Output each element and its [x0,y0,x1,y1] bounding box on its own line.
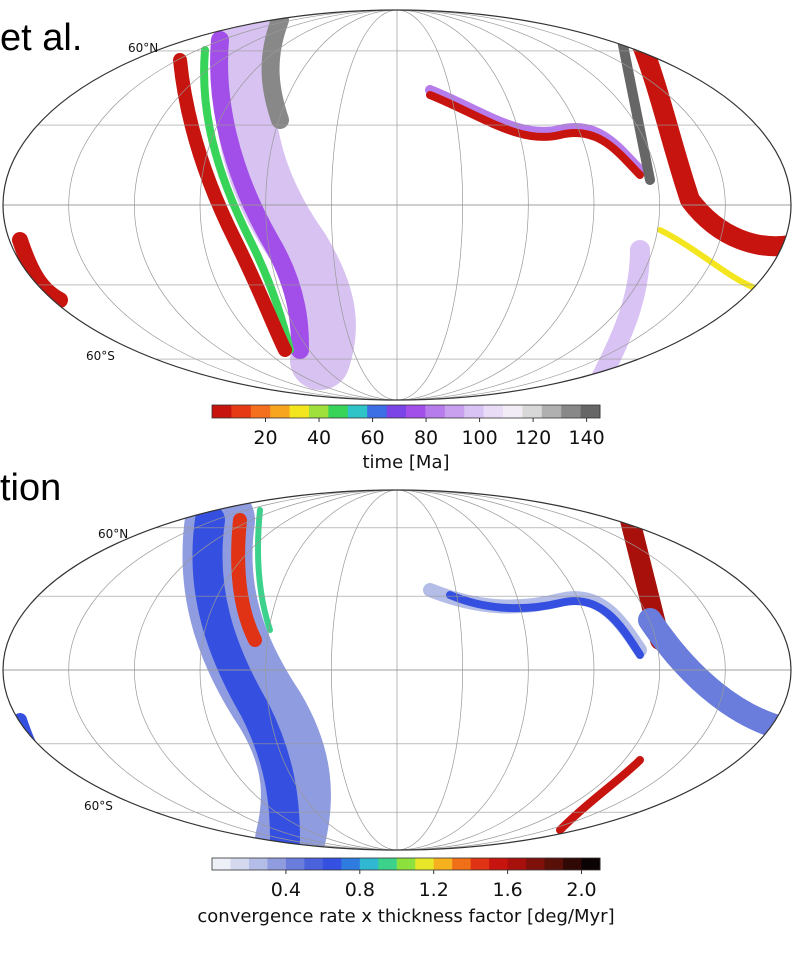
colorbar-segment [230,858,249,870]
colorbar-segment [360,858,379,870]
colorbar-tick-label: 0.8 [345,879,375,901]
colorbar-segment [367,405,387,418]
colorbar-label: time [Ma] [363,452,450,473]
map-1-bands [20,20,790,380]
colorbar-segment [581,405,601,418]
figure: et al. tion 60°N 60°S 60°N 60°S 20 40 60 80… [0,0,793,962]
colorbar-segment [563,858,582,870]
colorbar-tick-label: 40 [307,427,331,449]
colorbar-segment [348,405,368,418]
colorbar-segment [397,858,416,870]
lat-label: 60°N [98,527,128,541]
colorbar-segment [542,405,562,418]
colorbar-segment [415,858,434,870]
colorbar-segment [251,405,271,418]
colorbar-segment [452,858,471,870]
colorbar-segment [212,405,232,418]
colorbar-segment [464,405,484,418]
colorbar-segment [231,405,251,418]
colorbar-segment [508,858,527,870]
lat-label: 60°S [86,349,115,363]
colorbar-tick-label: 1.2 [419,879,449,901]
colorbar-segment [328,405,348,418]
colorbar-segment [545,858,564,870]
colorbar-segment [212,858,231,870]
colorbar-segment [286,858,305,870]
colorbar-segment [249,858,268,870]
colorbar-segment [445,405,465,418]
colorbar-segment [267,858,286,870]
colorbar-segment [471,858,490,870]
colorbar-segment [522,405,542,418]
colorbar-segment [323,858,342,870]
page: {"header_text": "et al.", "side_text": "… [0,0,793,962]
colorbar-segment [582,858,601,870]
colorbar-segment [503,405,523,418]
colorbar-segment [290,405,310,418]
colorbar-tick-label: 100 [461,427,497,449]
side-text: tion [0,467,61,509]
colorbar-segment [387,405,407,418]
colorbar-segment [270,405,290,418]
colorbar-tick-label: 60 [360,427,384,449]
colorbar-segment [304,858,323,870]
colorbar-tick-label: 1.6 [493,879,523,901]
colorbar-tick-label: 140 [568,427,604,449]
colorbar-tick-label: 2.0 [566,879,596,901]
colorbar-segment [484,405,504,418]
colorbar-segment [425,405,445,418]
colorbar-tick-label: 0.4 [271,879,301,901]
colorbar-segment [561,405,581,418]
lat-label: 60°S [84,799,113,813]
header-text: et al. [0,17,82,59]
colorbar-tick-label: 20 [253,427,277,449]
colorbar-segment [489,858,508,870]
colorbar-tick-label: 120 [515,427,551,449]
colorbar-tick-label: 80 [414,427,438,449]
colorbar-segment [341,858,360,870]
lat-label: 60°N [128,41,158,55]
colorbar-segment [526,858,545,870]
colorbar-segment [406,405,426,418]
colorbar-segment [434,858,453,870]
colorbar-segment [378,858,397,870]
colorbar-segment [309,405,329,418]
map-2-bands [20,510,790,840]
colorbar-label: convergence rate x thickness factor [deg… [197,906,614,927]
